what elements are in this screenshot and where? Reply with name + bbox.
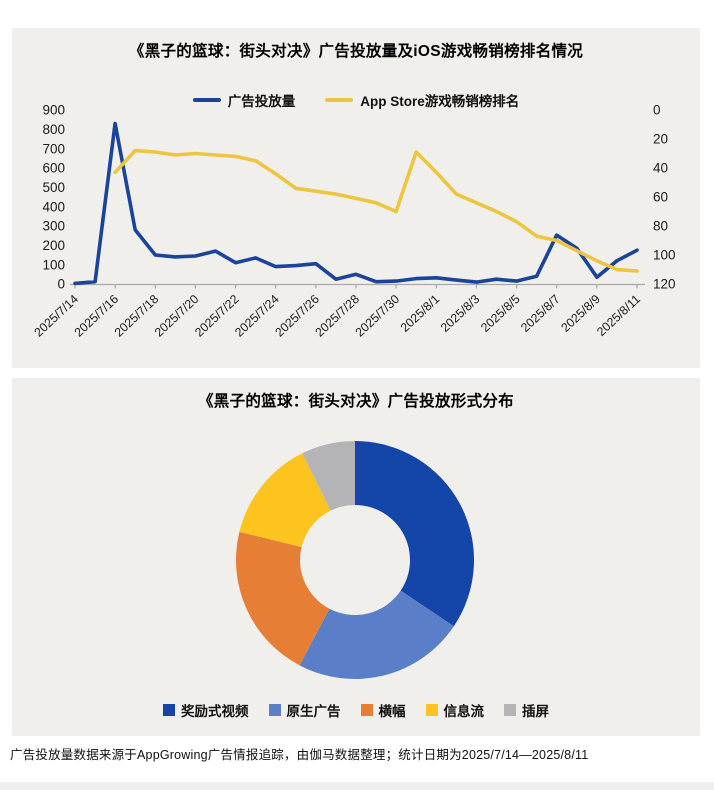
donut-legend-item-2: 横幅 [360,700,406,720]
line-chart-panel: 《黑子的篮球：街头对决》广告投放量及iOS游戏畅销榜排名情况 广告投放量 App … [12,28,700,368]
donut-legend-item-1: 原生广告 [268,700,341,720]
source-note: 广告投放量数据来源于AppGrowing广告情报追踪，由伽马数据整理；统计日期为… [10,748,589,762]
svg-text:2025/8/3: 2025/8/3 [438,292,483,335]
legend-label: 奖励式视频 [181,704,249,719]
line-chart-title: 《黑子的篮球：街头对决》广告投放量及iOS游戏畅销榜排名情况 [128,43,584,60]
svg-text:400: 400 [42,199,65,214]
svg-text:80: 80 [653,219,668,234]
svg-text:2025/7/30: 2025/7/30 [353,292,403,340]
donut-legend-item-4: 插屏 [504,700,549,720]
legend-label: 广告投放量 [227,94,296,109]
line-legend-item-0: 广告投放量 [192,90,296,110]
svg-text:700: 700 [42,141,65,156]
bottom-panel-edge [0,782,714,790]
legend-label: 插屏 [522,704,549,719]
svg-text:500: 500 [42,180,65,195]
donut-chart [236,441,475,679]
svg-text:800: 800 [42,122,65,137]
donut-legend-item-0: 奖励式视频 [163,700,249,720]
svg-text:2025/8/1: 2025/8/1 [398,292,443,335]
svg-text:2025/8/5: 2025/8/5 [478,292,523,335]
donut-legend-item-3: 信息流 [425,700,485,720]
svg-text:2025/8/11: 2025/8/11 [594,292,643,339]
svg-text:100: 100 [653,248,676,263]
line-legend-item-1: App Store游戏畅销榜排名 [325,90,519,110]
legend-label: 信息流 [443,704,485,719]
svg-text:20: 20 [653,132,668,147]
svg-text:60: 60 [653,190,668,205]
svg-text:600: 600 [42,161,65,176]
line-chart-legend: 广告投放量 App Store游戏畅销榜排名 [12,90,700,110]
legend-label: 横幅 [378,704,406,719]
legend-line-swatch [325,98,354,102]
legend-square-swatch [504,704,516,716]
legend-label: 原生广告 [286,704,341,719]
svg-text:900: 900 [42,103,65,118]
svg-text:120: 120 [653,277,676,292]
svg-text:300: 300 [42,219,65,234]
svg-text:200: 200 [42,238,65,253]
svg-text:40: 40 [653,161,668,176]
legend-square-swatch [360,704,373,716]
donut-chart-legend: 奖励式视频 原生广告 横幅 信息流 插屏 [12,700,700,720]
legend-label: App Store游戏畅销榜排名 [360,94,520,109]
legend-square-swatch [268,704,281,716]
svg-text:100: 100 [42,257,65,272]
legend-line-swatch [192,98,221,102]
line-chart: 2025/7/142025/7/162025/7/182025/7/202025… [31,103,676,340]
svg-text:0: 0 [653,103,661,118]
legend-square-swatch [163,704,175,716]
svg-text:0: 0 [57,277,65,292]
svg-text:2025/8/7: 2025/8/7 [518,292,563,335]
donut-chart-panel: 《黑子的篮球：街头对决》广告投放形式分布 奖励式视频 原生广告 横幅 信息流 插屏 [12,378,700,736]
legend-square-swatch [425,704,438,716]
donut-chart-title: 《黑子的篮球：街头对决》广告投放形式分布 [197,393,514,410]
